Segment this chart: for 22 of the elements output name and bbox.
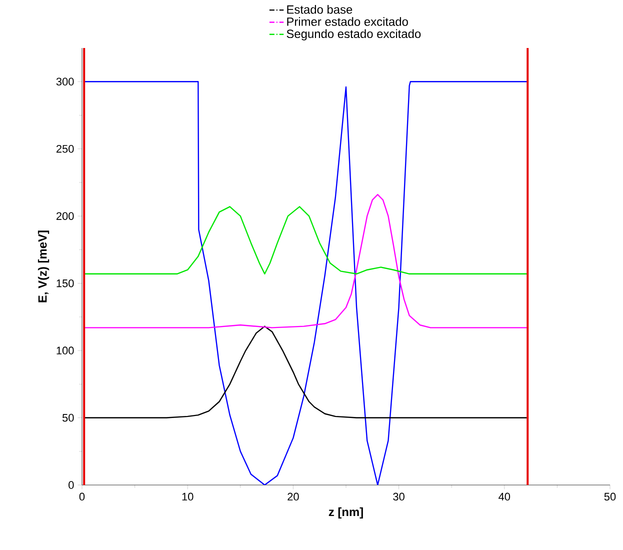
x-tick-label: 50 bbox=[604, 492, 616, 501]
y-tick-label: 200 bbox=[56, 212, 74, 220]
x-tick-label: 20 bbox=[288, 492, 299, 501]
x-tick-label: 10 bbox=[182, 492, 194, 501]
y-tick-label: 100 bbox=[56, 346, 74, 354]
x-tick-label: 40 bbox=[498, 492, 510, 501]
x-tick-label: 0 bbox=[79, 492, 85, 501]
x-axis-title: z [nm] bbox=[328, 507, 363, 519]
legend-label: Estado base bbox=[287, 4, 352, 14]
legend-label: Segundo estado excitado bbox=[286, 29, 421, 40]
y-tick-label: 50 bbox=[62, 414, 74, 422]
legend-label: Primer estado excitado bbox=[287, 17, 408, 26]
line-series bbox=[84, 194, 528, 328]
line-series bbox=[84, 81, 528, 485]
y-tick-label: 0 bbox=[68, 481, 74, 489]
y-tick-label: 150 bbox=[56, 279, 74, 288]
line-series bbox=[84, 206, 528, 274]
y-tick-label: 250 bbox=[56, 144, 74, 153]
x-tick-label: 30 bbox=[393, 492, 404, 501]
y-tick-label: 300 bbox=[56, 78, 74, 86]
y-axis-title: E, V(z) [meV] bbox=[38, 230, 50, 302]
line-series bbox=[84, 326, 528, 418]
